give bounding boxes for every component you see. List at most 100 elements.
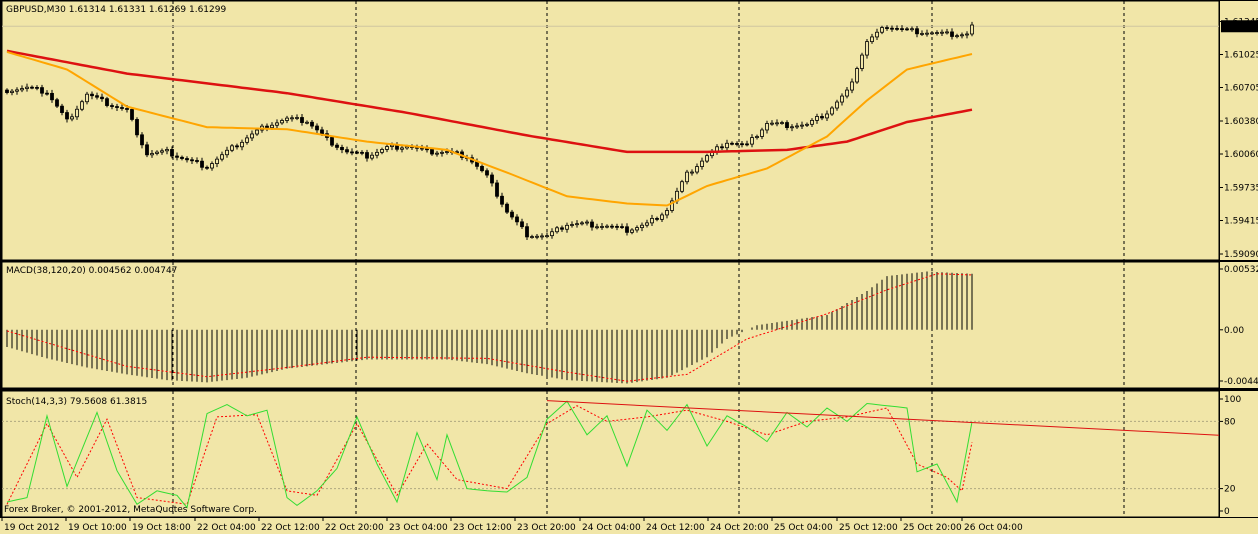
time-tick-label: 19 Oct 2012 (4, 523, 60, 533)
candle-body (95, 95, 99, 98)
candle-body (720, 146, 724, 149)
candle-body (330, 137, 334, 146)
candle-body (930, 32, 934, 35)
candle-body (795, 125, 799, 128)
candle-body (730, 142, 734, 145)
ma-slow-line (6, 49, 973, 154)
time-tick-label: 24 Oct 20:00 (710, 523, 769, 533)
candle-body (865, 41, 869, 56)
candle-body (440, 151, 444, 154)
candle-body (230, 145, 234, 151)
price-axis-macd (1220, 262, 1258, 388)
macd-header: MACD(38,120,20) 0.004562 0.004747 (6, 266, 177, 276)
candle-body (490, 174, 494, 184)
candle-body (360, 151, 364, 154)
candle-body (800, 124, 804, 127)
candle-body (130, 109, 134, 120)
candle-body (545, 235, 549, 238)
candle-body (225, 149, 229, 156)
time-axis (0, 518, 1258, 534)
candle-body (530, 236, 534, 238)
candle-body (485, 170, 489, 176)
candle-body (880, 27, 884, 33)
candle-body (495, 182, 499, 197)
candle-body (185, 158, 189, 161)
candle-body (830, 107, 834, 115)
time-tick-label: 23 Oct 20:00 (517, 523, 576, 533)
candle-body (520, 221, 524, 228)
stoch-main-line (6, 400, 973, 509)
candle-body (390, 144, 394, 147)
candle-body (550, 231, 554, 237)
candle-body (295, 117, 299, 119)
candle-body (280, 120, 284, 124)
current-price-label: 1.61299 (1224, 22, 1258, 32)
candle-body (680, 181, 684, 192)
candle-body (45, 92, 49, 95)
stoch-trendline (546, 400, 1220, 436)
candle-body (615, 225, 619, 228)
candle-body (20, 88, 24, 91)
macd-tick-label: 0.00 (1224, 326, 1244, 336)
main-panel[interactable] (2, 1, 1219, 260)
candle-body (290, 117, 294, 120)
candle-body (220, 154, 224, 160)
candle-body (210, 163, 214, 169)
candle-body (500, 195, 504, 205)
candle-body (925, 32, 929, 35)
candle-body (870, 36, 874, 43)
candle-body (560, 227, 564, 230)
macd-panel[interactable] (2, 262, 1219, 388)
time-tick-label: 22 Oct 04:00 (197, 523, 256, 533)
time-tick-label: 25 Oct 04:00 (774, 523, 833, 533)
price-axis-stoch (1220, 391, 1258, 517)
candle-body (895, 28, 899, 30)
day-separators (1, 0, 1220, 518)
candle-body (90, 93, 94, 97)
candle-body (165, 149, 169, 152)
price-tick-label: 1.59415 (1224, 216, 1258, 226)
candle-body (125, 108, 129, 110)
candle-body (805, 123, 809, 126)
candle-body (840, 95, 844, 103)
candle-body (695, 166, 699, 173)
time-tick-label: 26 Oct 04:00 (964, 523, 1023, 533)
candle-body (115, 106, 119, 108)
candle-body (970, 24, 974, 35)
candle-body (665, 210, 669, 216)
candle-body (595, 226, 599, 229)
candle-body (890, 27, 894, 30)
stoch-tick-label: 80 (1224, 417, 1236, 427)
candle-body (960, 34, 964, 37)
candle-body (80, 101, 84, 110)
candle-body (335, 144, 339, 148)
candle-body (310, 121, 314, 127)
stoch-tick-label: 0 (1224, 507, 1230, 517)
candle-body (285, 117, 289, 121)
candle-body (345, 149, 349, 153)
candle-body (965, 33, 969, 36)
candle-body (940, 31, 944, 34)
candle-body (110, 105, 114, 107)
candle-body (540, 235, 544, 238)
stoch-panel[interactable] (2, 391, 1219, 517)
candle-body (750, 137, 754, 145)
macd-tick-label: -0.00448 (1224, 377, 1258, 387)
candle-body (950, 31, 954, 37)
candle-body (920, 33, 924, 35)
candle-body (50, 92, 54, 101)
candle-body (215, 158, 219, 164)
macd-signal-line (6, 273, 973, 382)
candle-body (765, 123, 769, 131)
candle-body (810, 119, 814, 125)
price-tick-label: 1.60060 (1224, 150, 1258, 160)
candle-body (375, 151, 379, 156)
candle-body (40, 87, 44, 94)
candle-body (600, 226, 604, 228)
candle-body (135, 119, 139, 136)
candle-body (820, 116, 824, 119)
candle-body (915, 28, 919, 35)
candle-body (855, 68, 859, 83)
candle-body (190, 159, 194, 162)
candle-body (510, 211, 514, 218)
